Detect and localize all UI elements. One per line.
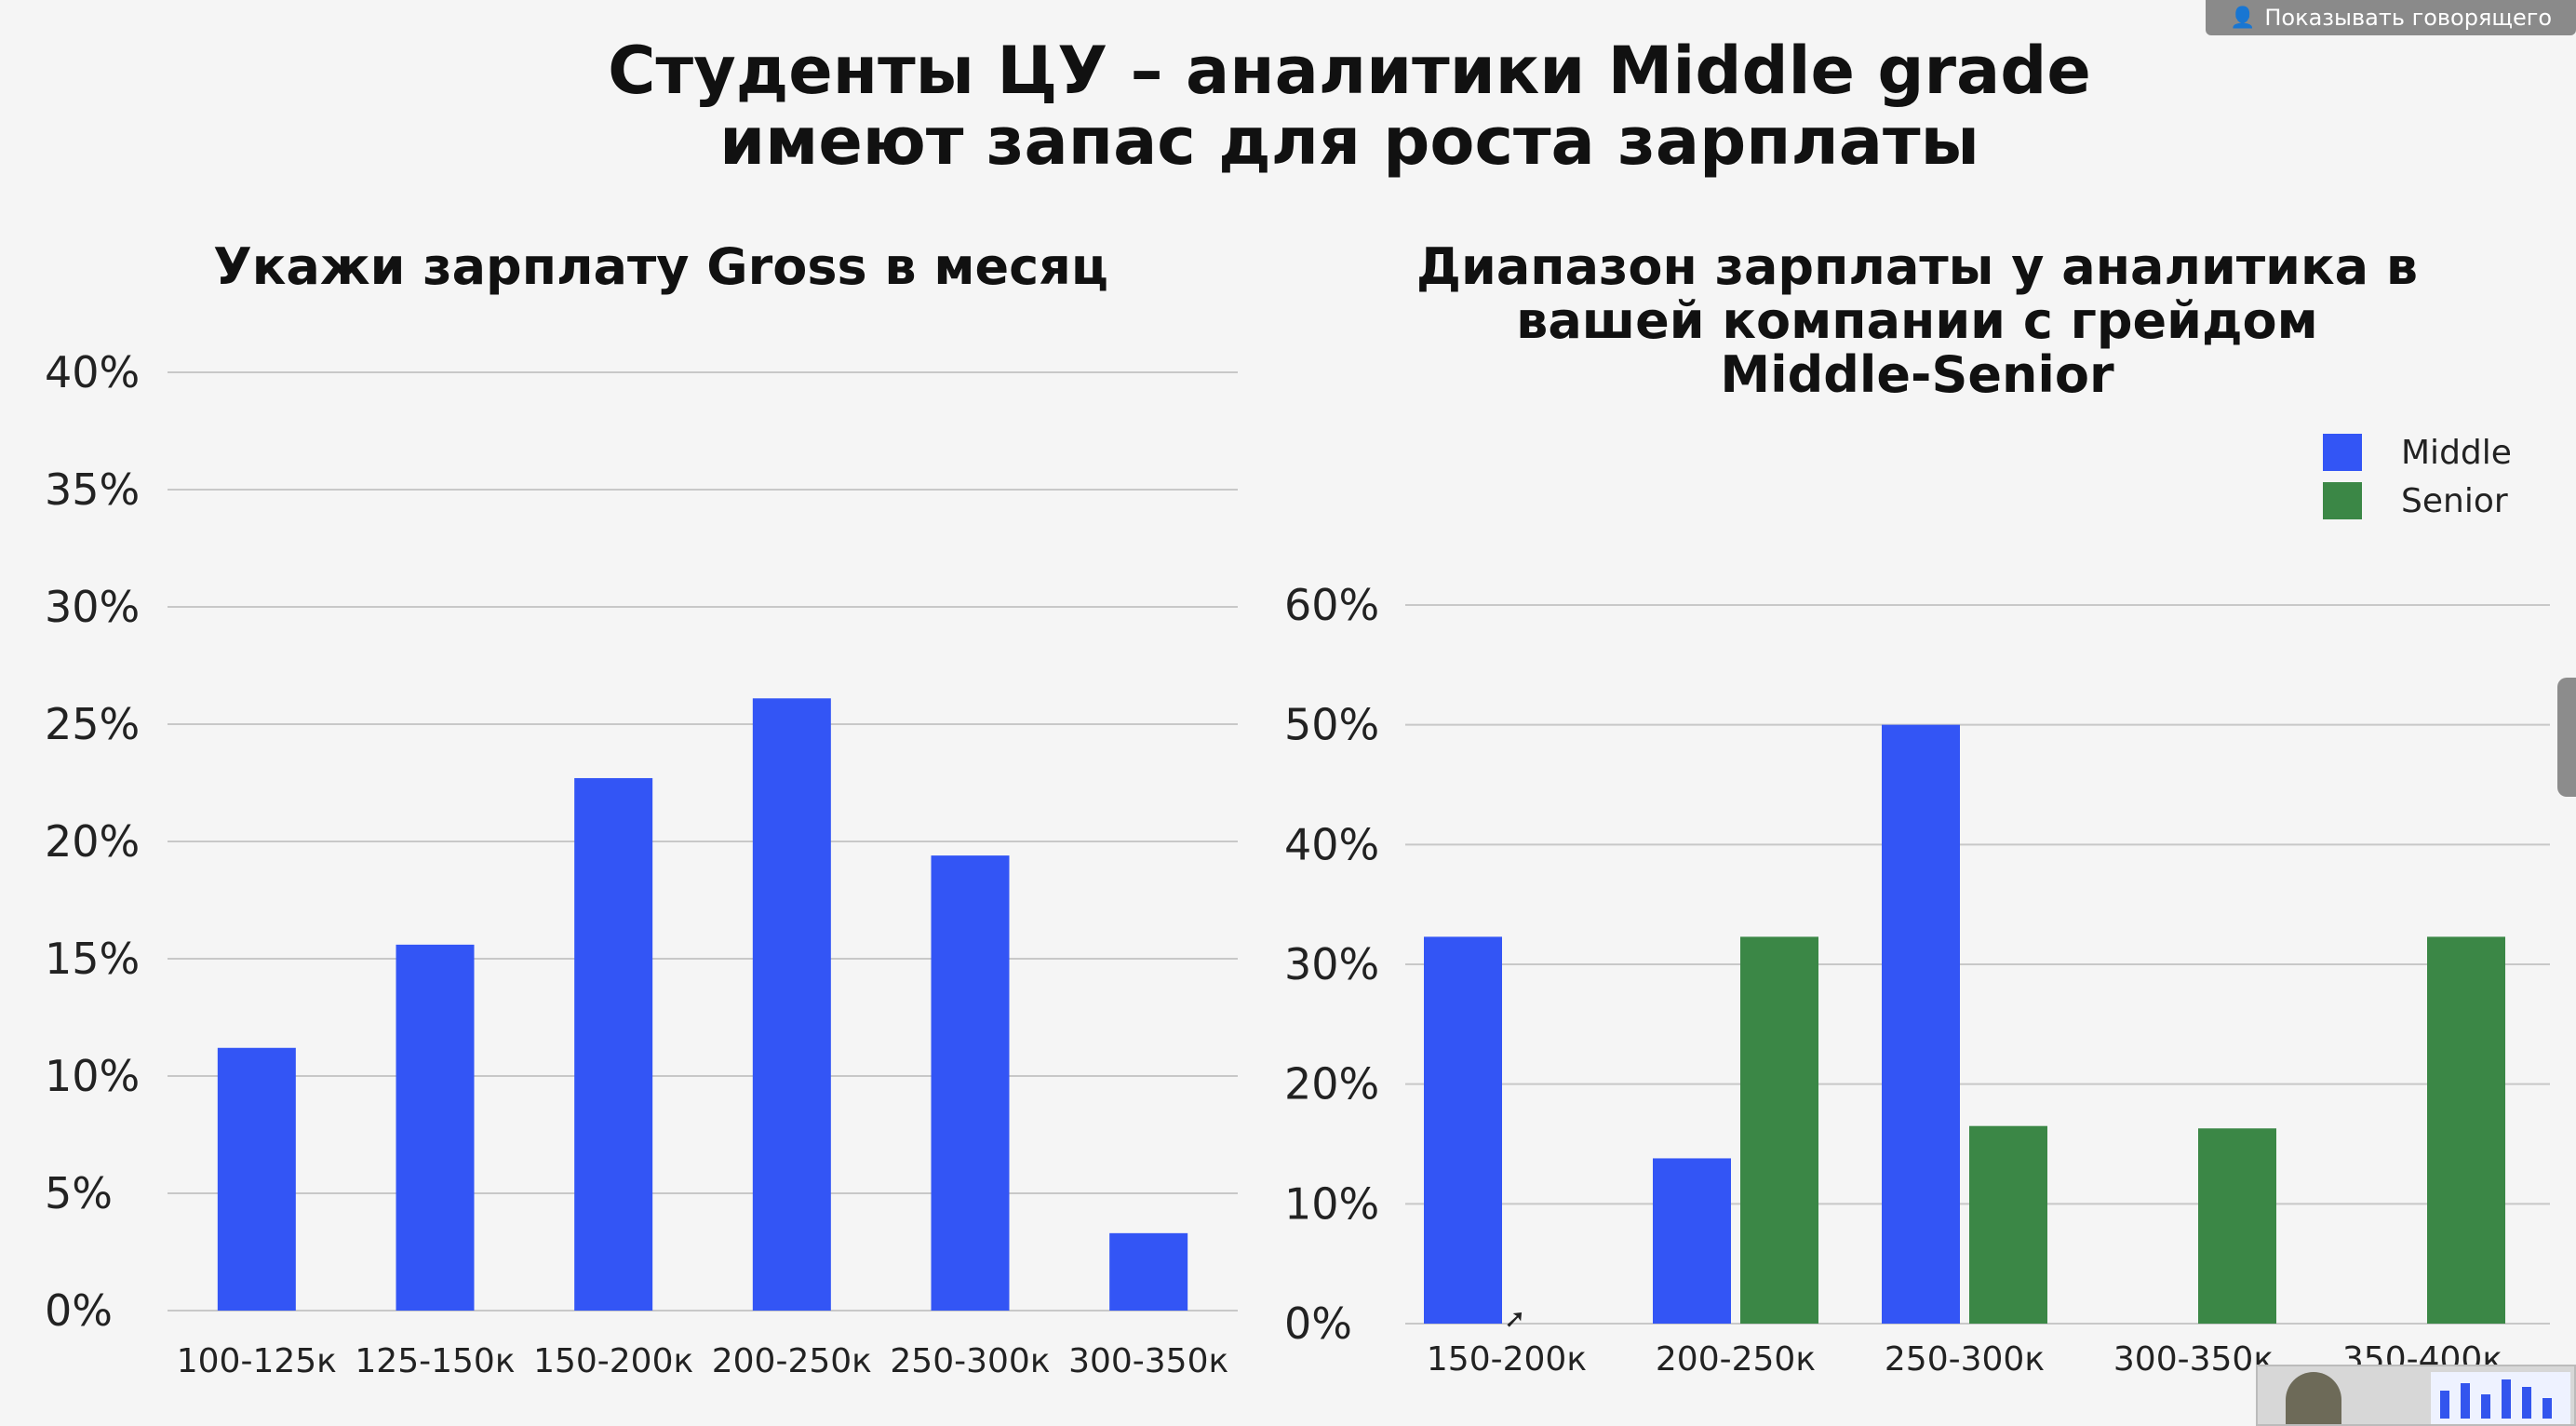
left-chart-title: Укажи зарплату Gross в месяц bbox=[168, 240, 1154, 294]
y-tick-label: 40% bbox=[45, 347, 140, 397]
chart-legend: Middle Senior bbox=[2323, 428, 2512, 525]
y-tick-label: 20% bbox=[1284, 1059, 1379, 1110]
right-chart-title-line-3: Middle-Senior bbox=[1720, 345, 2114, 404]
x-tick-label: 150-200к bbox=[533, 1342, 693, 1380]
person-speaker-icon: 👤 bbox=[2229, 6, 2256, 30]
show-speaker-label: Показывать говорящего bbox=[2264, 5, 2553, 31]
x-tick-label: 150-200к bbox=[1427, 1340, 1587, 1379]
side-panel-handle[interactable] bbox=[2557, 678, 2576, 797]
y-tick-label: 40% bbox=[1284, 819, 1379, 869]
right-chart-title-line-2: вашей компании с грейдом bbox=[1516, 291, 2318, 350]
y-tick-label: 0% bbox=[1284, 1298, 1352, 1349]
y-tick-label: 0% bbox=[45, 1285, 113, 1336]
y-tick-label: 30% bbox=[1284, 939, 1379, 989]
x-tick-label: 125-150к bbox=[355, 1342, 515, 1380]
y-tick-label: 5% bbox=[45, 1168, 113, 1218]
legend-label-senior: Senior bbox=[2401, 481, 2508, 520]
bar-senior bbox=[1969, 1125, 2047, 1324]
y-tick-label: 30% bbox=[45, 582, 140, 632]
x-tick-label: 300-350к bbox=[1068, 1342, 1228, 1380]
legend-swatch-middle bbox=[2323, 434, 2362, 471]
y-tick-label: 60% bbox=[1284, 580, 1379, 630]
right-chart-title-line-1: Диапазон зарплаты у аналитика в bbox=[1415, 237, 2419, 296]
x-tick-label: 250-300к bbox=[890, 1342, 1050, 1380]
slide-title-line-2: имеют запас для роста зарплаты bbox=[719, 103, 1979, 180]
x-tick-label: 250-300к bbox=[1885, 1340, 2045, 1379]
bar bbox=[574, 777, 653, 1311]
legend-label-middle: Middle bbox=[2401, 433, 2512, 472]
bar bbox=[217, 1047, 296, 1311]
mouse-cursor-icon: ➚ bbox=[1504, 1303, 1526, 1334]
x-tick-label: 200-250к bbox=[712, 1342, 872, 1380]
y-tick-label: 15% bbox=[45, 934, 140, 984]
speaker-figure bbox=[2286, 1372, 2341, 1424]
y-tick-label: 20% bbox=[45, 816, 140, 867]
bar bbox=[931, 855, 1010, 1311]
x-tick-label: 300-350к bbox=[2113, 1340, 2274, 1379]
bar bbox=[752, 698, 831, 1311]
thumbnail-screen bbox=[2431, 1372, 2570, 1424]
y-tick-label: 10% bbox=[1284, 1178, 1379, 1229]
bar-senior bbox=[2427, 936, 2505, 1324]
y-tick-label: 35% bbox=[45, 464, 140, 515]
show-speaker-button[interactable]: 👤 Показывать говорящего bbox=[2206, 0, 2576, 35]
bar bbox=[1109, 1232, 1188, 1311]
x-tick-label: 200-250к bbox=[1656, 1340, 1816, 1379]
bar-senior bbox=[2198, 1128, 2276, 1324]
y-tick-label: 25% bbox=[45, 699, 140, 749]
y-tick-label: 10% bbox=[45, 1051, 140, 1101]
legend-swatch-senior bbox=[2323, 482, 2362, 519]
right-chart-title: Диапазон зарплаты у аналитика в вашей ко… bbox=[1359, 240, 2475, 402]
bar-middle bbox=[1424, 936, 1502, 1324]
slide-title-line-1: Студенты ЦУ – аналитики Middle grade bbox=[608, 33, 2091, 109]
legend-item-senior: Senior bbox=[2323, 477, 2512, 525]
bar-middle bbox=[1653, 1158, 1731, 1324]
y-tick-label: 50% bbox=[1284, 700, 1379, 750]
legend-item-middle: Middle bbox=[2323, 428, 2512, 477]
x-tick-label: 100-125к bbox=[177, 1342, 337, 1380]
slide-title: Студенты ЦУ – аналитики Middle grade име… bbox=[0, 35, 2576, 177]
bar-senior bbox=[1740, 936, 1818, 1324]
speaker-video-thumbnail[interactable] bbox=[2256, 1365, 2576, 1426]
bar bbox=[396, 944, 475, 1311]
bar-middle bbox=[1882, 724, 1960, 1324]
left-chart-title-text: Укажи зарплату Gross в месяц bbox=[213, 237, 1108, 296]
